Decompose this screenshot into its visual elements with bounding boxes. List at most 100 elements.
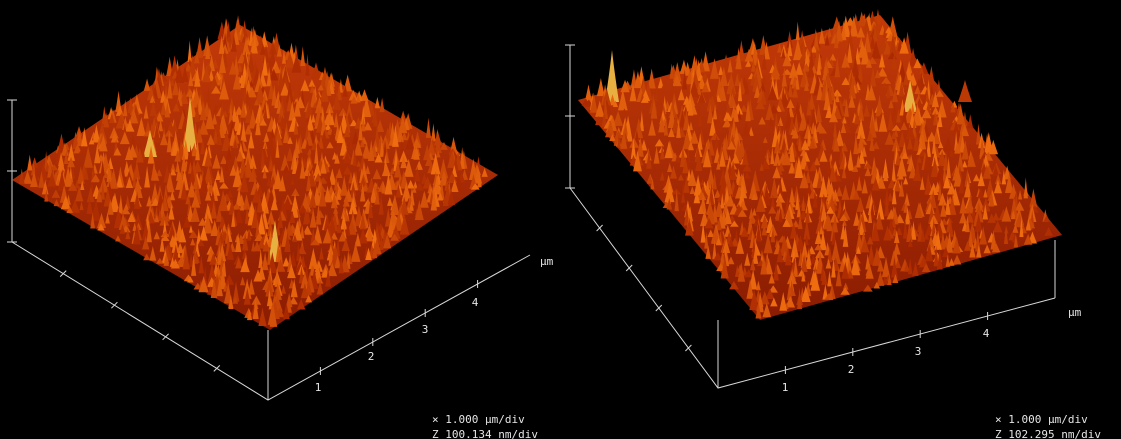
surface-peak xyxy=(224,160,230,171)
surface-peak xyxy=(797,137,803,152)
surface-peak xyxy=(168,222,176,239)
surface-peak xyxy=(228,97,236,114)
surface-peak xyxy=(154,214,160,223)
surface-peak xyxy=(296,298,306,310)
surface-peak xyxy=(832,198,838,206)
surface-peak xyxy=(696,190,707,201)
surface-peak xyxy=(760,291,770,305)
surface-peak xyxy=(358,227,368,244)
surface-peak xyxy=(987,213,996,223)
surface-peak xyxy=(282,127,290,144)
surface-peak xyxy=(824,33,830,46)
surface-peak xyxy=(216,277,223,297)
surface-peak xyxy=(841,77,850,86)
surface-peak xyxy=(805,204,810,224)
surface-peak xyxy=(164,102,171,118)
surface-peak xyxy=(207,262,218,285)
surface-peak xyxy=(172,244,180,263)
surface-peak xyxy=(826,215,833,232)
surface-peak xyxy=(180,152,188,172)
surface-peak xyxy=(823,31,830,39)
surface-peak xyxy=(215,204,223,222)
surface-peak xyxy=(687,168,697,186)
surface-peak xyxy=(903,262,910,272)
surface-peak xyxy=(923,230,930,240)
axis-tick xyxy=(625,264,633,272)
surface-peak xyxy=(912,167,922,181)
surface-peak xyxy=(455,176,463,191)
surface-peak xyxy=(334,255,341,269)
surface-peak xyxy=(937,111,943,127)
surface-peak xyxy=(169,78,175,86)
surface-peak xyxy=(292,152,299,174)
surface-peak xyxy=(730,86,736,97)
surface-peak xyxy=(877,259,884,272)
surface-peak xyxy=(945,232,954,253)
surface-peak xyxy=(727,58,733,73)
surface-peak xyxy=(339,135,348,156)
surface-peak xyxy=(338,231,347,242)
surface-peak xyxy=(722,118,732,128)
surface-peak xyxy=(841,184,850,200)
surface-peak xyxy=(171,80,180,96)
surface-peak xyxy=(775,212,780,221)
surface-peak xyxy=(333,112,339,128)
surface-peak xyxy=(768,273,775,284)
surface-peak xyxy=(66,206,74,213)
surface-peak xyxy=(373,106,378,127)
surface-peak xyxy=(315,277,324,284)
surface-peak xyxy=(788,115,796,135)
surface-peak xyxy=(925,243,934,262)
surface-peak xyxy=(125,170,134,183)
surface-peak xyxy=(167,77,173,99)
surface-peak xyxy=(267,218,274,236)
surface-peak xyxy=(693,189,701,204)
surface-peak xyxy=(735,264,740,277)
surface-peak xyxy=(269,305,278,327)
surface-peak xyxy=(51,189,61,198)
surface-peak xyxy=(848,94,856,108)
surface-peak xyxy=(897,37,903,52)
surface-peak xyxy=(1023,233,1033,245)
surface-peak xyxy=(350,242,361,262)
surface-peak xyxy=(630,137,637,159)
axis-tick xyxy=(596,224,603,232)
surface-peak xyxy=(860,43,870,65)
surface-peak xyxy=(235,257,243,269)
surface-peak xyxy=(718,80,727,102)
surface-peak xyxy=(310,238,320,246)
surface-peak xyxy=(891,86,899,103)
surface-peak xyxy=(198,119,209,135)
surface-peak xyxy=(979,138,985,160)
surface-peak xyxy=(336,124,344,144)
surface-peak xyxy=(866,84,877,101)
surface-peak xyxy=(320,81,329,102)
surface-peak xyxy=(943,136,953,151)
surface-peak xyxy=(235,187,243,207)
surface-peak xyxy=(768,116,774,127)
surface-peak xyxy=(663,171,668,187)
surface-peak xyxy=(291,53,302,73)
surface-peak xyxy=(182,216,191,228)
surface-peak xyxy=(98,175,109,193)
surface-peak xyxy=(282,164,291,173)
surface-peak xyxy=(306,114,314,131)
surface-peak xyxy=(302,167,312,177)
surface-peak xyxy=(125,228,131,240)
surface-peak xyxy=(188,54,197,76)
surface-peak xyxy=(882,28,887,38)
surface-peak xyxy=(634,71,642,89)
surface-peak xyxy=(287,136,293,144)
surface-peak xyxy=(269,68,279,81)
surface-peak xyxy=(253,269,263,282)
surface-peak xyxy=(210,276,218,298)
surface-peak xyxy=(806,183,813,195)
surface-peak xyxy=(143,130,157,157)
surface-peak xyxy=(831,188,840,202)
surface-peak xyxy=(934,230,942,250)
surface-peak xyxy=(381,180,386,194)
surface-peak xyxy=(244,205,250,224)
surface-peak xyxy=(356,93,361,103)
surface-peak xyxy=(917,134,924,153)
surface-peak xyxy=(667,162,673,173)
